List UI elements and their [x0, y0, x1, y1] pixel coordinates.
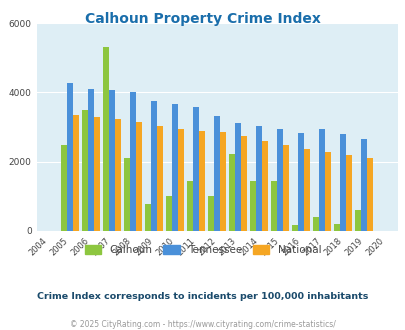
Bar	[94, 117, 100, 231]
Bar	[282, 146, 288, 231]
Bar	[277, 129, 282, 231]
Bar	[303, 148, 309, 231]
Bar	[318, 129, 324, 231]
Bar	[313, 217, 318, 231]
Bar	[262, 141, 267, 231]
Bar	[208, 196, 214, 231]
Bar	[193, 107, 198, 231]
Bar	[366, 158, 372, 231]
Text: © 2025 CityRating.com - https://www.cityrating.com/crime-statistics/: © 2025 CityRating.com - https://www.city…	[70, 320, 335, 329]
Bar	[256, 126, 262, 231]
Bar	[166, 196, 172, 231]
Bar	[88, 89, 94, 231]
Bar	[339, 134, 345, 231]
Bar	[250, 181, 256, 231]
Legend: Calhoun, Tennessee, National: Calhoun, Tennessee, National	[80, 241, 325, 259]
Bar	[354, 210, 360, 231]
Bar	[124, 158, 130, 231]
Bar	[130, 92, 136, 231]
Bar	[271, 182, 277, 231]
Bar	[220, 132, 226, 231]
Text: Crime Index corresponds to incidents per 100,000 inhabitants: Crime Index corresponds to incidents per…	[37, 292, 368, 301]
Bar	[198, 131, 205, 231]
Bar	[214, 115, 220, 231]
Text: Calhoun Property Crime Index: Calhoun Property Crime Index	[85, 12, 320, 25]
Bar	[298, 133, 303, 231]
Bar	[151, 101, 157, 231]
Bar	[229, 154, 234, 231]
Bar	[292, 225, 298, 231]
Bar	[234, 122, 241, 231]
Bar	[187, 182, 193, 231]
Bar	[334, 224, 339, 231]
Bar	[145, 204, 151, 231]
Bar	[115, 119, 121, 231]
Bar	[82, 111, 88, 231]
Bar	[103, 47, 109, 231]
Bar	[360, 139, 366, 231]
Bar	[67, 83, 73, 231]
Bar	[136, 122, 142, 231]
Bar	[324, 152, 330, 231]
Bar	[241, 136, 246, 231]
Bar	[73, 115, 79, 231]
Bar	[61, 145, 67, 231]
Bar	[345, 155, 351, 231]
Bar	[178, 129, 183, 231]
Bar	[172, 104, 178, 231]
Bar	[109, 90, 115, 231]
Bar	[157, 126, 162, 231]
